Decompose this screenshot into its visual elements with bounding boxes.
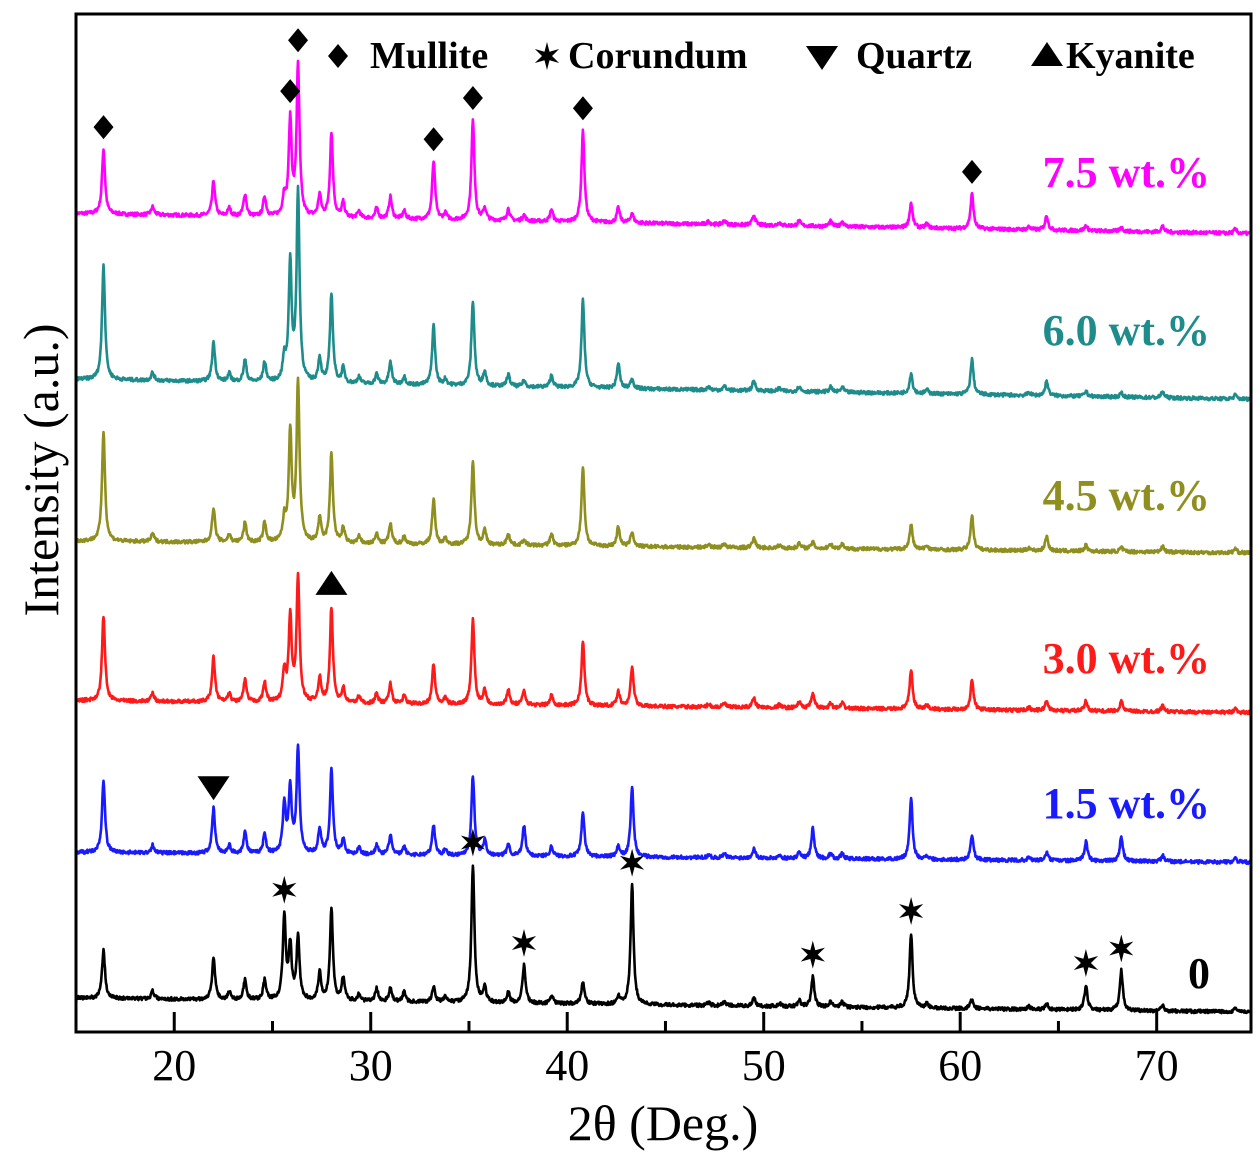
phase-markers bbox=[93, 28, 1134, 977]
series-label: 1.5 wt.% bbox=[1043, 779, 1210, 828]
star-marker-icon bbox=[1109, 934, 1134, 963]
series-label: 3.0 wt.% bbox=[1043, 634, 1210, 683]
diamond-marker-icon bbox=[288, 28, 309, 53]
diamond-marker-icon bbox=[961, 159, 982, 184]
trace-4-5-wt bbox=[74, 376, 1253, 556]
star-marker-icon bbox=[460, 828, 485, 857]
triangle-down-legend-icon bbox=[806, 46, 838, 70]
legend: Mullite Corundum Quartz Kyanite bbox=[328, 35, 1195, 77]
plot-frame bbox=[74, 12, 1253, 1034]
series-label: 7.5 wt.% bbox=[1043, 148, 1210, 197]
series-label: 6.0 wt.% bbox=[1043, 306, 1210, 355]
diamond-marker-icon bbox=[572, 96, 593, 121]
series-label: 0 bbox=[1188, 949, 1210, 998]
series-label: 4.5 wt.% bbox=[1043, 471, 1210, 520]
traces bbox=[74, 59, 1253, 1015]
star-marker-icon bbox=[619, 848, 645, 877]
triangle-up-marker-icon bbox=[315, 570, 348, 595]
trace-6-0-wt bbox=[74, 184, 1253, 403]
star-legend-icon bbox=[534, 42, 560, 70]
x-tick-label: 70 bbox=[1135, 1041, 1179, 1090]
triangle-down-marker-icon bbox=[197, 776, 230, 801]
series-labels: 7.5 wt.% 6.0 wt.% 4.5 wt.% 3.0 wt.% 1.5 wt.%… bbox=[1043, 148, 1210, 998]
x-tick-label: 50 bbox=[742, 1041, 786, 1090]
x-tick-label: 20 bbox=[152, 1041, 196, 1090]
diamond-marker-icon bbox=[93, 115, 114, 140]
trace-3-0-wt bbox=[74, 571, 1253, 716]
diamond-marker-icon bbox=[280, 79, 301, 104]
legend-label: Quartz bbox=[856, 35, 972, 77]
legend-label: Corundum bbox=[568, 35, 748, 77]
x-tick-label: 30 bbox=[349, 1041, 393, 1090]
triangle-up-legend-icon bbox=[1031, 42, 1063, 66]
star-marker-icon bbox=[800, 940, 825, 969]
x-tick-label: 60 bbox=[938, 1041, 982, 1090]
y-axis-title: Intensity (a.u.) bbox=[13, 324, 69, 617]
diamond-marker-icon bbox=[423, 127, 444, 152]
x-tick-label: 40 bbox=[545, 1041, 589, 1090]
star-marker-icon bbox=[899, 897, 924, 925]
legend-label: Mullite bbox=[370, 35, 488, 77]
trace-7-5-wt bbox=[74, 59, 1253, 237]
star-marker-icon bbox=[272, 875, 297, 904]
legend-label: Kyanite bbox=[1066, 35, 1195, 77]
diamond-marker-icon bbox=[462, 85, 483, 110]
star-marker-icon bbox=[1073, 949, 1099, 977]
trace-1-5-wt bbox=[74, 743, 1253, 866]
trace-0 bbox=[74, 864, 1252, 1015]
x-axis-title: 2θ (Deg.) bbox=[568, 1095, 759, 1151]
diamond-legend-icon bbox=[328, 44, 348, 68]
x-ticks: 20 30 40 50 60 70 bbox=[152, 1012, 1179, 1090]
star-marker-icon bbox=[511, 929, 537, 957]
